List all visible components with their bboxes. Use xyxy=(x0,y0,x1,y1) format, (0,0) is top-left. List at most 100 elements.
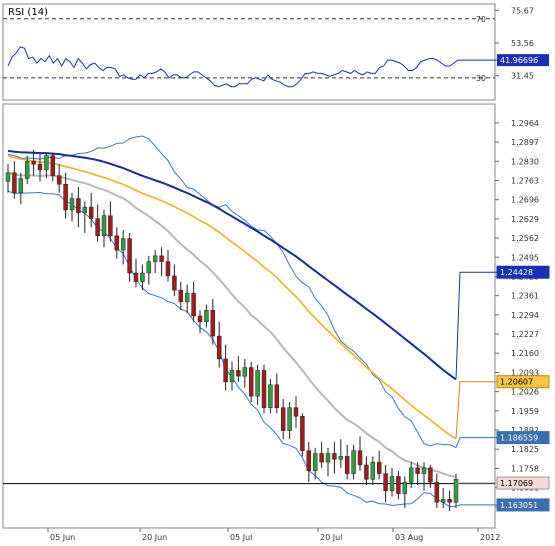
rsi-level-label: 70 xyxy=(476,15,486,24)
candle-body xyxy=(76,198,81,214)
candle-body xyxy=(37,163,43,171)
price-tag-connector xyxy=(455,381,497,439)
candle-body xyxy=(31,161,36,165)
candle-body xyxy=(300,416,305,451)
candle-body xyxy=(152,255,158,262)
candle-body xyxy=(140,272,145,282)
price-ytick-label: 1.1758 xyxy=(511,464,539,473)
price-tag-connector xyxy=(455,482,497,485)
candle-body xyxy=(325,453,331,463)
candle-body xyxy=(56,175,62,185)
candle-body xyxy=(408,467,414,483)
candle-body xyxy=(69,198,75,211)
sma-fast-line xyxy=(7,171,457,478)
rsi-level-label: 30 xyxy=(476,74,486,83)
rsi-line xyxy=(7,46,462,88)
candle-body xyxy=(280,407,286,431)
candle-body xyxy=(255,370,260,397)
price-tag xyxy=(496,431,550,445)
price-tag-label: 1.20607 xyxy=(500,378,533,387)
candle-body xyxy=(376,461,382,474)
candle-body xyxy=(114,235,120,251)
sma-mid-line xyxy=(7,155,457,440)
candle-body xyxy=(50,155,56,176)
price-ytick-label: 1.2763 xyxy=(511,176,539,185)
xtick-label: 03 Aug xyxy=(395,533,423,542)
candle-body xyxy=(242,367,248,377)
candle-body xyxy=(216,335,222,360)
candle-body xyxy=(319,453,324,463)
candle-body xyxy=(229,370,235,383)
candle-body xyxy=(332,453,337,460)
candle-body xyxy=(133,272,139,282)
rsi-value-label: 41.96696 xyxy=(500,56,538,65)
rsi-title: RSI (14) xyxy=(8,7,48,18)
candle-body xyxy=(197,315,203,322)
candle-body xyxy=(440,499,446,503)
rsi-ytick-label: 31.45 xyxy=(511,72,534,81)
xtick-label: 05 Jul xyxy=(230,533,252,542)
price-ytick-label: 1.2294 xyxy=(511,311,539,320)
price-ytick-label: 1.2964 xyxy=(511,119,539,128)
candle-body xyxy=(338,456,344,460)
xtick-label: 20 Jun xyxy=(142,533,167,542)
candle-body xyxy=(95,218,100,237)
price-tag-label: 1.163051 xyxy=(500,501,538,510)
candle-body xyxy=(268,384,273,408)
xtick-label: 2012 xyxy=(480,533,500,542)
candle-body xyxy=(44,155,49,171)
candle-body xyxy=(146,261,152,274)
candle-body xyxy=(370,461,376,480)
candle-body xyxy=(312,453,318,471)
price-tag-label: 1.17069 xyxy=(500,479,533,488)
price-ytick-label: 1.2495 xyxy=(511,253,539,262)
price-tag-connector xyxy=(455,271,497,380)
candle-body xyxy=(127,238,132,274)
candle-body xyxy=(18,178,24,194)
price-ytick-label: 1.2562 xyxy=(511,234,539,243)
candle-body xyxy=(178,289,184,302)
price-ytick-label: 1.1825 xyxy=(511,445,539,454)
candle-body xyxy=(306,450,312,471)
candle-body xyxy=(415,467,420,474)
candle-body xyxy=(5,172,11,182)
price-tag xyxy=(496,265,550,279)
price-tag xyxy=(496,498,550,512)
candle-body xyxy=(204,310,209,322)
price-ytick-label: 1.2093 xyxy=(511,368,539,377)
price-tag-label: 1.24428 xyxy=(500,268,533,277)
candle-body xyxy=(248,367,254,397)
rsi-ytick-label: 75.67 xyxy=(511,6,534,15)
candle-body xyxy=(120,238,126,251)
candle-body xyxy=(434,481,440,503)
candle-body xyxy=(165,261,171,277)
candle-body xyxy=(402,481,408,494)
candle-body xyxy=(428,467,433,483)
price-ytick-label: 1.2830 xyxy=(511,157,539,166)
candle-body xyxy=(383,473,388,492)
candle-body xyxy=(101,215,107,237)
rsi-panel xyxy=(2,3,496,101)
xtick-label: 20 Jul xyxy=(320,533,342,542)
candle-body xyxy=(108,215,113,237)
candle-body xyxy=(82,206,88,214)
candle-body xyxy=(396,476,401,494)
candle-body xyxy=(261,370,267,408)
price-panel xyxy=(2,103,496,529)
candle-body xyxy=(453,479,459,503)
rsi-ytick-label: 53.56 xyxy=(511,39,534,48)
candle-body xyxy=(421,467,427,474)
candle-body xyxy=(210,310,216,337)
candle-body xyxy=(184,292,190,302)
price-ytick-label: 1.2629 xyxy=(511,215,539,224)
price-ytick-label: 1.2026 xyxy=(511,388,539,397)
candle-body xyxy=(88,206,94,219)
candle-body xyxy=(63,183,68,211)
candle-body xyxy=(287,407,292,431)
candle-body xyxy=(389,476,395,492)
candle-body xyxy=(191,292,196,317)
price-ytick-label: 1.2361 xyxy=(511,292,539,301)
price-ytick-label: 1.2897 xyxy=(511,138,539,147)
price-ytick-label: 1.1959 xyxy=(511,407,539,416)
